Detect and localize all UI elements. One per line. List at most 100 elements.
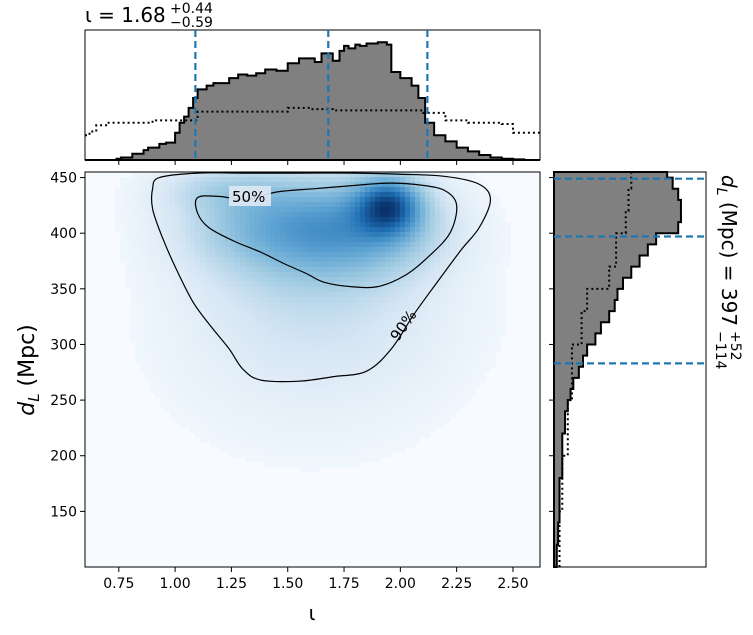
heatmap-cell	[170, 202, 176, 208]
heatmap-cell	[325, 347, 331, 353]
heatmap-cell	[470, 307, 476, 313]
heatmap-cell	[230, 267, 236, 273]
heatmap-cell	[365, 282, 371, 288]
heatmap-cell	[210, 202, 216, 208]
heatmap-cell	[365, 332, 371, 338]
heatmap-cell	[260, 362, 266, 368]
heatmap-cell	[495, 287, 501, 293]
heatmap-cell	[220, 352, 226, 358]
heatmap-cell	[475, 257, 481, 263]
heatmap-cell	[230, 357, 236, 363]
heatmap-cell	[430, 377, 436, 383]
heatmap-cell	[190, 287, 196, 293]
heatmap-cell	[255, 422, 261, 428]
heatmap-cell	[130, 227, 136, 233]
heatmap-cell	[220, 357, 226, 363]
heatmap-cell	[490, 267, 496, 273]
heatmap-cell	[220, 277, 226, 283]
heatmap-cell	[370, 357, 376, 363]
heatmap-cell	[210, 327, 216, 333]
heatmap-cell	[265, 367, 271, 373]
heatmap-cell	[245, 287, 251, 293]
heatmap-cell	[270, 172, 276, 178]
heatmap-cell	[315, 417, 321, 423]
heatmap-cell	[290, 202, 296, 208]
heatmap-cell	[395, 237, 401, 243]
heatmap-cell	[330, 447, 336, 453]
heatmap-cell	[460, 212, 466, 218]
heatmap-cell	[330, 242, 336, 248]
heatmap-cell	[175, 392, 181, 398]
heatmap-cell	[205, 432, 211, 438]
heatmap-cell	[450, 307, 456, 313]
heatmap-cell	[390, 252, 396, 258]
heatmap-cell	[410, 362, 416, 368]
heatmap-cell	[440, 192, 446, 198]
heatmap-cell	[450, 247, 456, 253]
heatmap-cell	[215, 242, 221, 248]
heatmap-cell	[180, 267, 186, 273]
heatmap-cell	[250, 442, 256, 448]
heatmap-cell	[310, 287, 316, 293]
heatmap-cell	[310, 442, 316, 448]
heatmap-cell	[215, 302, 221, 308]
heatmap-cell	[275, 277, 281, 283]
heatmap-cell	[255, 427, 261, 433]
heatmap-cell	[380, 342, 386, 348]
heatmap-cell	[200, 347, 206, 353]
heatmap-cell	[450, 277, 456, 283]
heatmap-cell	[175, 382, 181, 388]
heatmap-cell	[455, 172, 461, 178]
heatmap-cell	[380, 412, 386, 418]
top-marginal-panel	[84, 29, 541, 165]
heatmap-cell	[355, 212, 361, 218]
heatmap-cell	[195, 327, 201, 333]
heatmap-cell	[290, 417, 296, 423]
heatmap-cell	[450, 222, 456, 228]
heatmap-cell	[395, 392, 401, 398]
heatmap-cell	[470, 257, 476, 263]
heatmap-cell	[285, 307, 291, 313]
heatmap-cell	[265, 397, 271, 403]
heatmap-cell	[255, 362, 261, 368]
heatmap-cell	[295, 302, 301, 308]
heatmap-cell	[210, 187, 216, 193]
heatmap-cell	[310, 252, 316, 258]
heatmap-cell	[275, 252, 281, 258]
heatmap-cell	[360, 387, 366, 393]
heatmap-cell	[420, 242, 426, 248]
heatmap-cell	[145, 362, 151, 368]
heatmap-cell	[405, 247, 411, 253]
heatmap-cell	[155, 292, 161, 298]
heatmap-cell	[270, 362, 276, 368]
heatmap-cell	[415, 197, 421, 203]
heatmap-cell	[250, 427, 256, 433]
heatmap-cell	[425, 392, 431, 398]
heatmap-cell	[330, 347, 336, 353]
heatmap-cell	[225, 302, 231, 308]
heatmap-cell	[330, 217, 336, 223]
heatmap-cell	[470, 242, 476, 248]
heatmap-cell	[225, 267, 231, 273]
heatmap-cell	[270, 342, 276, 348]
heatmap-cell	[230, 322, 236, 328]
heatmap-cell	[310, 327, 316, 333]
heatmap-cell	[130, 267, 136, 273]
heatmap-cell	[325, 377, 331, 383]
heatmap-cell	[450, 197, 456, 203]
heatmap-cell	[235, 402, 241, 408]
heatmap-cell	[290, 307, 296, 313]
heatmap-cell	[425, 247, 431, 253]
heatmap-cell	[490, 272, 496, 278]
heatmap-cell	[420, 292, 426, 298]
heatmap-cell	[320, 252, 326, 258]
heatmap-cell	[225, 207, 231, 213]
heatmap-cell	[145, 217, 151, 223]
heatmap-cell	[335, 242, 341, 248]
heatmap-cell	[450, 302, 456, 308]
heatmap-cell	[460, 357, 466, 363]
heatmap-cell	[455, 312, 461, 318]
heatmap-cell	[250, 432, 256, 438]
heatmap-cell	[285, 272, 291, 278]
heatmap-cell	[365, 327, 371, 333]
